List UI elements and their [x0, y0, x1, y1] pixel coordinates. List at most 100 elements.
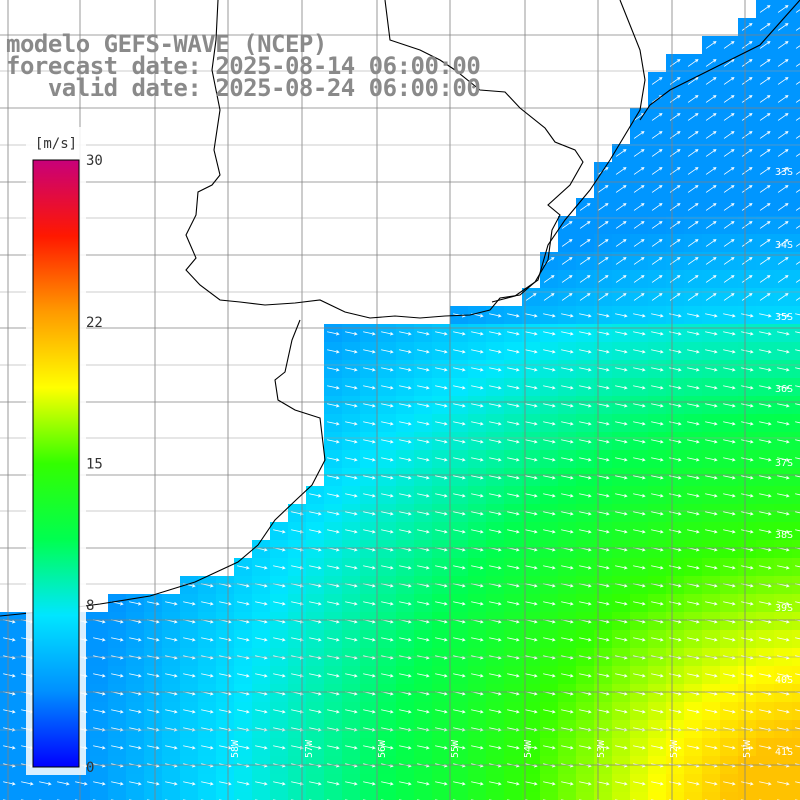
- wind-arrow: [543, 421, 556, 426]
- wind-arrow: [633, 239, 645, 247]
- wind-arrow: [93, 781, 106, 786]
- wind-arrow: [615, 781, 628, 786]
- wind-arrow: [363, 745, 376, 750]
- wind-cell: [774, 792, 793, 800]
- wind-cell: [792, 378, 800, 397]
- wind-arrow: [741, 185, 753, 193]
- wind-arrow: [705, 421, 718, 426]
- wind-arrow: [615, 385, 628, 390]
- wind-arrow: [705, 59, 717, 67]
- wind-arrow: [777, 113, 789, 121]
- wind-arrow: [453, 439, 466, 444]
- wind-cell: [792, 72, 800, 91]
- wind-arrow: [597, 403, 610, 408]
- wind-arrow: [597, 275, 609, 283]
- wind-arrow: [471, 331, 484, 336]
- wind-arrow: [345, 565, 358, 570]
- wind-arrow: [219, 673, 232, 678]
- wind-arrow: [741, 95, 753, 103]
- wind-arrow: [327, 529, 340, 534]
- wind-arrow: [273, 601, 286, 606]
- wind-arrow: [543, 367, 556, 372]
- wind-arrow: [651, 403, 664, 408]
- wind-arrow: [543, 403, 556, 408]
- wind-arrow: [777, 781, 790, 786]
- wind-arrow: [381, 673, 394, 678]
- wind-arrow: [759, 385, 772, 390]
- wind-cell: [0, 792, 19, 800]
- wind-arrow: [201, 709, 214, 714]
- wind-arrow: [525, 385, 538, 390]
- wind-arrow: [597, 709, 610, 714]
- wind-arrow: [723, 637, 736, 642]
- wind-arrow: [489, 781, 502, 786]
- wind-arrow: [471, 673, 484, 678]
- wind-arrow: [327, 673, 340, 678]
- wind-arrow: [759, 23, 771, 31]
- wind-arrow: [579, 403, 592, 408]
- wind-arrow: [363, 403, 376, 408]
- wind-arrow: [687, 113, 699, 121]
- wind-arrow: [687, 745, 700, 750]
- wind-arrow: [615, 457, 628, 462]
- wind-arrow: [705, 493, 718, 498]
- wind-arrow: [327, 511, 340, 516]
- wind-arrow: [525, 313, 538, 318]
- wind-arrow: [435, 403, 448, 408]
- wind-arrow: [759, 5, 771, 13]
- wind-arrow: [345, 475, 358, 480]
- wind-arrow: [723, 709, 736, 714]
- wind-arrow: [687, 331, 700, 336]
- wind-arrow: [435, 385, 448, 390]
- wind-arrow: [327, 745, 340, 750]
- wind-arrow: [669, 367, 682, 372]
- wind-arrow: [741, 565, 754, 570]
- wind-arrow: [417, 457, 430, 462]
- wind-arrow: [543, 637, 556, 642]
- wind-arrow: [741, 637, 754, 642]
- wind-arrow: [399, 709, 412, 714]
- wind-arrow: [705, 77, 717, 85]
- wind-arrow: [507, 565, 520, 570]
- wind-arrow: [399, 529, 412, 534]
- wind-arrow: [579, 493, 592, 498]
- wind-arrow: [417, 385, 430, 390]
- wind-arrow: [579, 385, 592, 390]
- wind-arrow: [759, 149, 771, 157]
- wind-arrow: [777, 221, 789, 229]
- wind-arrow: [633, 493, 646, 498]
- wind-arrow: [291, 601, 304, 606]
- wind-arrow: [3, 781, 16, 786]
- wind-arrow: [453, 349, 466, 354]
- wind-arrow: [543, 439, 556, 444]
- wind-arrow: [651, 167, 663, 175]
- wind-arrow: [453, 637, 466, 642]
- wind-arrow: [489, 313, 502, 318]
- wind-arrow: [453, 403, 466, 408]
- wind-arrow: [777, 95, 789, 103]
- wind-arrow: [561, 637, 574, 642]
- wind-arrow: [237, 637, 250, 642]
- wind-arrow: [615, 167, 627, 175]
- wind-arrow: [399, 331, 412, 336]
- wind-arrow: [669, 421, 682, 426]
- wind-arrow: [777, 257, 789, 265]
- wind-arrow: [651, 349, 664, 354]
- wind-arrow: [345, 349, 358, 354]
- wind-cell: [792, 306, 800, 325]
- wind-arrow: [579, 313, 592, 318]
- wind-arrow: [687, 421, 700, 426]
- wind-arrow: [309, 637, 322, 642]
- wind-arrow: [129, 745, 142, 750]
- wind-arrow: [651, 331, 664, 336]
- wind-arrow: [741, 23, 753, 31]
- wind-arrow: [579, 349, 592, 354]
- wind-arrow: [597, 781, 610, 786]
- wind-cell: [792, 18, 800, 37]
- wind-arrow: [237, 781, 250, 786]
- wind-arrow: [705, 385, 718, 390]
- wind-arrow: [759, 221, 771, 229]
- wind-arrow: [741, 493, 754, 498]
- wind-arrow: [777, 493, 790, 498]
